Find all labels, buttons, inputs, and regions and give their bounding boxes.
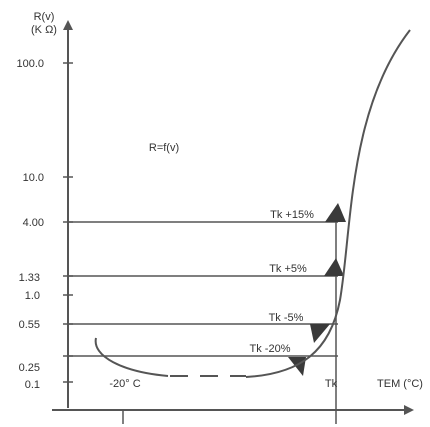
tolerance-label: Tk -20% [250,343,291,355]
y-tick-label: 0.55 [19,319,40,331]
curve-left-solid [94,337,169,377]
y-tick-label: 100.0 [16,58,44,70]
marker-minus5 [310,324,330,343]
y-tick-label: 1.0 [25,290,40,302]
curve-right-solid [245,29,411,378]
y-axis-label-line1: R(v) [34,11,55,23]
curve-annotation: R=f(v) [149,142,179,154]
y-tick-label: 0.25 [19,362,40,374]
y-ticks: 100.0 10.0 4.00 1.33 1.0 0.55 0.25 0.1 [16,58,73,391]
x-mark-label-tk: Tk [325,378,338,390]
y-tick-label: 0.1 [25,379,40,391]
marker-minus20 [288,357,306,376]
tolerance-label: Tk -5% [269,312,304,324]
y-tick-label: 1.33 [19,272,40,284]
x-axis-label: TEM (°C) [377,378,423,390]
x-mark-label-minus20: -20° C [109,378,140,390]
y-tick-label: 10.0 [23,172,44,184]
tolerance-label: Tk +15% [270,209,314,221]
y-tick-label: 4.00 [23,217,44,229]
tolerance-label: Tk +5% [269,263,307,275]
marker-plus15 [325,203,346,222]
marker-plus5 [324,258,344,276]
y-axis-label-line2: (K Ω) [31,24,57,36]
